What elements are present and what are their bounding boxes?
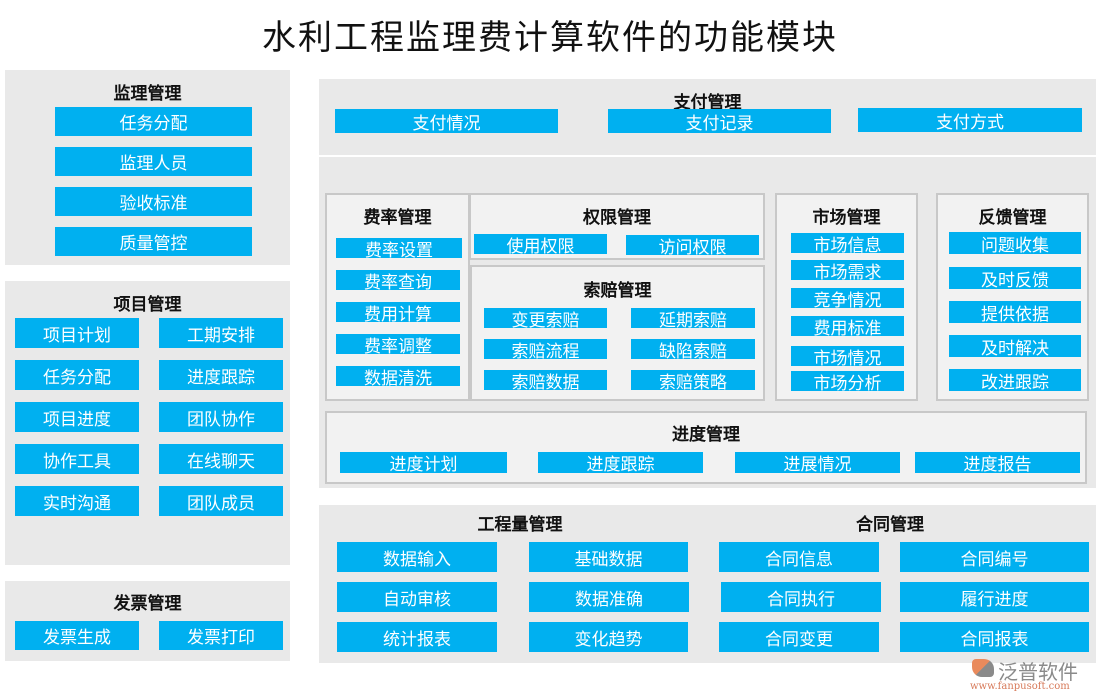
permission-item[interactable]: 使用权限 <box>474 234 607 257</box>
fanpu-logo: 泛普软件 www.fanpusoft.com <box>968 656 1093 696</box>
market-item[interactable]: 竞争情况 <box>791 288 904 311</box>
market-item[interactable]: 市场需求 <box>791 260 904 283</box>
payment-item[interactable]: 支付记录 <box>608 109 831 134</box>
contract-item[interactable]: 合同执行 <box>721 582 881 612</box>
quantity-item[interactable]: 变化趋势 <box>529 622 688 652</box>
progress-item[interactable]: 进展情况 <box>735 452 900 475</box>
rate-item[interactable]: 费率查询 <box>336 270 460 293</box>
supervision-item[interactable]: 质量管控 <box>55 227 252 256</box>
supervision-title: 监理管理 <box>113 84 182 104</box>
feedback-item[interactable]: 改进跟踪 <box>949 369 1081 393</box>
project-item[interactable]: 工期安排 <box>159 318 283 348</box>
contract-item[interactable]: 合同信息 <box>719 542 879 572</box>
page-title: 水利工程监理费计算软件的功能模块 <box>262 18 838 58</box>
quantity-item[interactable]: 基础数据 <box>529 542 688 572</box>
contract-item[interactable]: 合同变更 <box>719 622 879 652</box>
claim-item[interactable]: 延期索赔 <box>631 308 755 331</box>
payment-item[interactable]: 支付方式 <box>858 108 1082 133</box>
progress-item[interactable]: 进度跟踪 <box>538 452 703 475</box>
market-item[interactable]: 市场信息 <box>791 233 904 256</box>
market-title: 市场管理 <box>812 208 881 228</box>
contract-title: 合同管理 <box>856 515 924 535</box>
quantity-item[interactable]: 数据输入 <box>337 542 497 572</box>
claim-item[interactable]: 索赔策略 <box>631 370 755 393</box>
project-item[interactable]: 协作工具 <box>15 444 139 474</box>
invoice-title: 发票管理 <box>113 594 182 614</box>
rate-title: 费率管理 <box>363 208 432 228</box>
rate-item[interactable]: 费率设置 <box>336 238 462 261</box>
feedback-item[interactable]: 提供依据 <box>949 301 1081 325</box>
feedback-item[interactable]: 及时反馈 <box>949 267 1081 291</box>
claim-item[interactable]: 索赔流程 <box>484 339 607 362</box>
claim-item[interactable]: 缺陷索赔 <box>631 339 755 362</box>
supervision-item[interactable]: 监理人员 <box>55 147 252 176</box>
project-item[interactable]: 项目计划 <box>15 318 139 348</box>
market-item[interactable]: 市场分析 <box>791 371 904 394</box>
quantity-title: 工程量管理 <box>477 515 563 535</box>
feedback-box <box>936 193 1089 401</box>
logo-mark-icon <box>972 659 994 677</box>
market-item[interactable]: 费用标准 <box>791 316 904 339</box>
project-item[interactable]: 在线聊天 <box>159 444 283 474</box>
project-item[interactable]: 任务分配 <box>15 360 139 390</box>
rate-item[interactable]: 数据清洗 <box>336 366 460 389</box>
project-title: 项目管理 <box>113 295 182 315</box>
claim-title: 索赔管理 <box>583 281 652 301</box>
project-item[interactable]: 进度跟踪 <box>159 360 283 390</box>
logo-url: www.fanpusoft.com <box>970 681 1070 692</box>
contract-item[interactable]: 合同报表 <box>900 622 1089 652</box>
progress-item[interactable]: 进度报告 <box>915 452 1080 475</box>
logo-name: 泛普软件 <box>998 660 1078 684</box>
permission-item[interactable]: 访问权限 <box>626 235 759 258</box>
feedback-item[interactable]: 及时解决 <box>949 335 1081 359</box>
permission-title: 权限管理 <box>583 208 651 228</box>
contract-item[interactable]: 合同编号 <box>900 542 1089 572</box>
project-item[interactable]: 项目进度 <box>15 402 139 432</box>
feedback-item[interactable]: 问题收集 <box>949 232 1081 256</box>
feedback-title: 反馈管理 <box>978 208 1047 228</box>
supervision-item[interactable]: 任务分配 <box>55 107 252 136</box>
supervision-item[interactable]: 验收标准 <box>55 187 252 216</box>
invoice-item[interactable]: 发票生成 <box>15 621 139 650</box>
project-item[interactable]: 实时沟通 <box>15 486 139 516</box>
invoice-item[interactable]: 发票打印 <box>159 621 283 650</box>
progress-item[interactable]: 进度计划 <box>340 452 507 475</box>
rate-item[interactable]: 费用计算 <box>336 302 460 325</box>
claim-item[interactable]: 索赔数据 <box>484 370 607 393</box>
quantity-item[interactable]: 统计报表 <box>337 622 497 652</box>
project-item[interactable]: 团队成员 <box>159 486 283 516</box>
quantity-item[interactable]: 自动审核 <box>337 582 497 612</box>
claim-item[interactable]: 变更索赔 <box>484 308 607 331</box>
payment-title: 支付管理 <box>673 93 742 113</box>
rate-item[interactable]: 费率调整 <box>336 334 460 357</box>
contract-item[interactable]: 履行进度 <box>900 582 1089 612</box>
quantity-item[interactable]: 数据准确 <box>529 582 689 612</box>
market-item[interactable]: 市场情况 <box>791 346 904 369</box>
project-item[interactable]: 团队协作 <box>159 402 283 432</box>
progress-title: 进度管理 <box>672 425 740 445</box>
payment-item[interactable]: 支付情况 <box>335 109 558 134</box>
